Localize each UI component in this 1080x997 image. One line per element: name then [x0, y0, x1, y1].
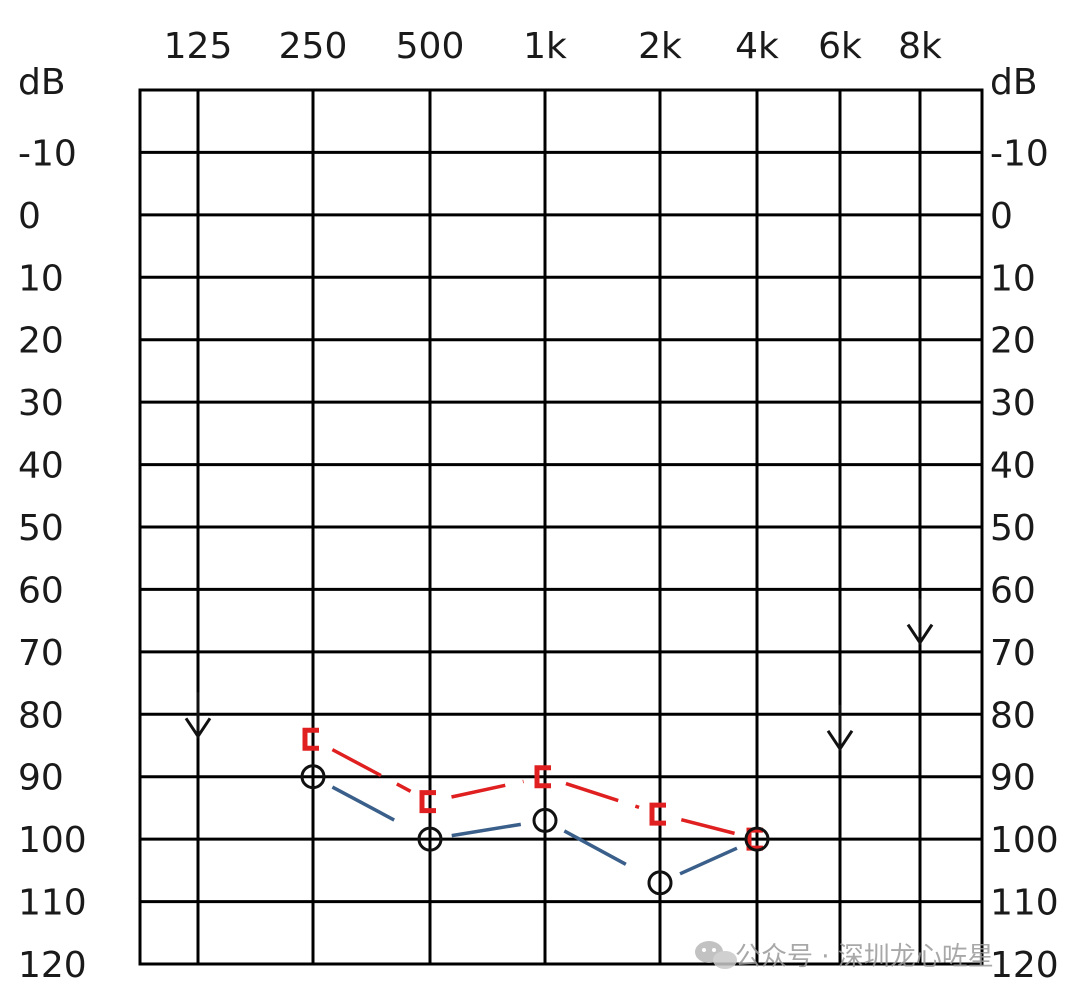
y-tick-label-left: 0 [18, 196, 41, 237]
series-segment [680, 817, 737, 836]
y-tick-label-left: 50 [18, 508, 64, 549]
axis-labels: dB dB 125 250 500 1k 2k 4k 6k 8k -10 -10 0 0 10 10 20 2… [18, 26, 1059, 986]
y-tick-label-right: 50 [990, 508, 1036, 549]
grid [138, 88, 984, 966]
y-tick-label-right: 100 [990, 820, 1059, 861]
data-point-bracket [534, 765, 551, 789]
y-tick-label-left: 80 [18, 695, 64, 736]
series-segment [451, 779, 524, 799]
y-tick-label-right: 110 [990, 883, 1059, 924]
y-tick-label-right: 40 [990, 446, 1036, 487]
y-tick-label-left: 20 [18, 321, 64, 362]
y-tick-label-left: 110 [18, 883, 87, 924]
data-point-circle [647, 870, 673, 896]
data-point-circle [417, 826, 443, 852]
arrow-head [826, 729, 854, 752]
y-tick-label-left: 10 [18, 258, 64, 299]
series-circle [300, 764, 770, 896]
series-segment [563, 829, 642, 874]
no-response-arrow [826, 704, 854, 752]
y-tick-label-right: 90 [990, 758, 1036, 799]
arrow-head [184, 717, 212, 739]
x-tick-label: 500 [396, 26, 465, 67]
watermark: 公众号 · 深圳龙心咗星 [695, 941, 994, 972]
data-point-bracket [746, 827, 763, 851]
data-point-bracket [649, 802, 666, 826]
y-tick-label-left: 30 [18, 383, 64, 424]
data-point-circle [744, 826, 770, 852]
series-segment [331, 748, 412, 793]
x-tick-label: 8k [898, 26, 942, 67]
series-segment [451, 822, 524, 838]
y-tick-label-left: 40 [18, 446, 64, 487]
no-response-arrow [184, 692, 212, 739]
series-segment [679, 846, 738, 876]
data-point-circle [300, 764, 326, 790]
y-tick-label-right: 20 [990, 321, 1036, 362]
arrow-head [906, 623, 934, 646]
no-response-arrows [184, 598, 934, 752]
y-tick-label-right: 0 [990, 196, 1013, 237]
data-point-circle [532, 807, 558, 833]
series-bracket [302, 727, 763, 851]
y-tick-label-right: 10 [990, 258, 1036, 299]
y-tick-label-left: 70 [18, 633, 64, 674]
x-tick-label: 125 [164, 26, 233, 67]
series-segment [565, 781, 640, 810]
y-unit-right: dB [990, 62, 1038, 103]
y-tick-label-left: 120 [18, 945, 87, 986]
x-tick-label: 6k [818, 26, 862, 67]
y-tick-label-right: 30 [990, 383, 1036, 424]
series [300, 727, 770, 896]
x-tick-label: 1k [523, 26, 567, 67]
y-tick-label-right: 70 [990, 633, 1036, 674]
no-response-arrow [906, 598, 934, 646]
y-tick-label-right: 120 [990, 945, 1059, 986]
y-tick-label-right: 80 [990, 695, 1036, 736]
watermark-text: 公众号 · 深圳龙心咗星 [735, 942, 994, 972]
y-tick-label-left: 60 [18, 570, 64, 611]
wechat-icon [695, 941, 737, 969]
x-tick-label: 2k [638, 26, 682, 67]
data-point-bracket [302, 727, 319, 751]
y-tick-label-left: -10 [18, 133, 77, 174]
y-tick-label-left: 90 [18, 758, 64, 799]
series-segment [331, 785, 412, 831]
x-tick-label: 4k [735, 26, 779, 67]
y-tick-label-right: 60 [990, 570, 1036, 611]
data-point-bracket [419, 790, 436, 814]
y-unit-left: dB [18, 62, 66, 103]
x-tick-label: 250 [279, 26, 348, 67]
y-tick-label-left: 100 [18, 820, 87, 861]
y-tick-label-right: -10 [990, 133, 1049, 174]
